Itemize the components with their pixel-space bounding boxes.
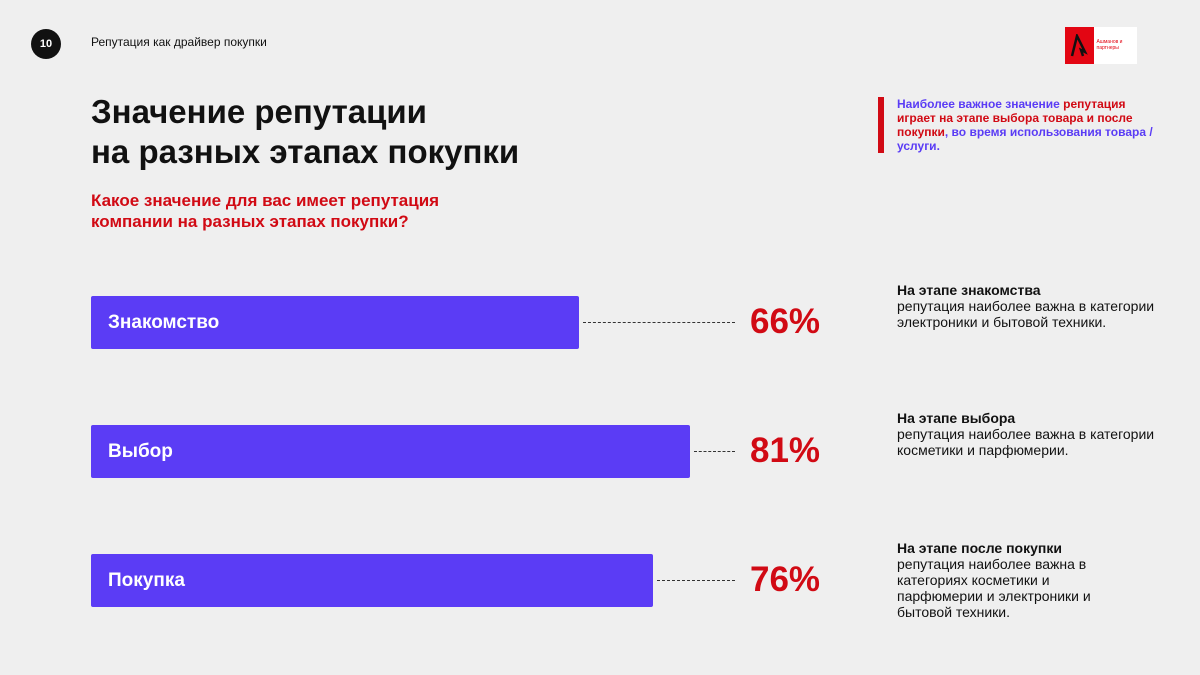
bar-label: Покупка [108, 569, 185, 591]
note-heading: На этапе выбора [897, 410, 1016, 426]
note-heading: На этапе знакомства [897, 282, 1041, 298]
bar-label: Выбор [108, 440, 173, 462]
note-1: На этапе знакомства репутация наиболее ва… [897, 282, 1157, 330]
value-label: 66% [750, 302, 821, 341]
bar-1: Знакомство [91, 296, 580, 349]
title-line-2: на разных этапах покупки [91, 133, 520, 170]
bar-2: Выбор [91, 425, 691, 478]
section-title: Репутация как драйвер покупки [91, 35, 267, 49]
callout-part-2: репутация играет на этапе выбора товара … [897, 97, 1133, 139]
value-label: 81% [750, 431, 821, 470]
bar-label: Знакомство [108, 311, 220, 333]
value-label: 76% [750, 560, 821, 599]
bar-3: Покупка [91, 554, 654, 607]
page-number: 10 [31, 29, 61, 59]
leader-line [583, 322, 735, 323]
logo-text: Ашманов и партнеры [1096, 39, 1123, 51]
leader-line [657, 580, 735, 581]
note-text: репутация наиболее важна в категории кос… [897, 426, 1155, 458]
key-insight-callout: Наиболее важное значение репутация играе… [878, 97, 1158, 153]
page-title: Значение репутации на разных этапах поку… [91, 92, 691, 172]
question-subtitle: Какое значение для вас имеет репутация к… [91, 191, 440, 231]
note-text: репутация наиболее важна в категории эле… [897, 298, 1155, 330]
callout-part-1: Наиболее важное значение [897, 97, 1064, 111]
callout-part-3: , во время использования товара / услуги… [897, 125, 1153, 153]
leader-line [694, 451, 735, 452]
logo-mark-icon [1065, 27, 1094, 64]
title-line-1: Значение репутации [91, 93, 427, 130]
note-3: На этапе после покупки репутация наиболее… [897, 540, 1122, 620]
note-text: репутация наиболее важна в категориях ко… [897, 556, 1091, 620]
note-2: На этапе выбора репутация наиболее важна … [897, 410, 1157, 458]
logo: Ашманов и партнеры [1065, 27, 1137, 64]
note-heading: На этапе после покупки [897, 540, 1062, 556]
